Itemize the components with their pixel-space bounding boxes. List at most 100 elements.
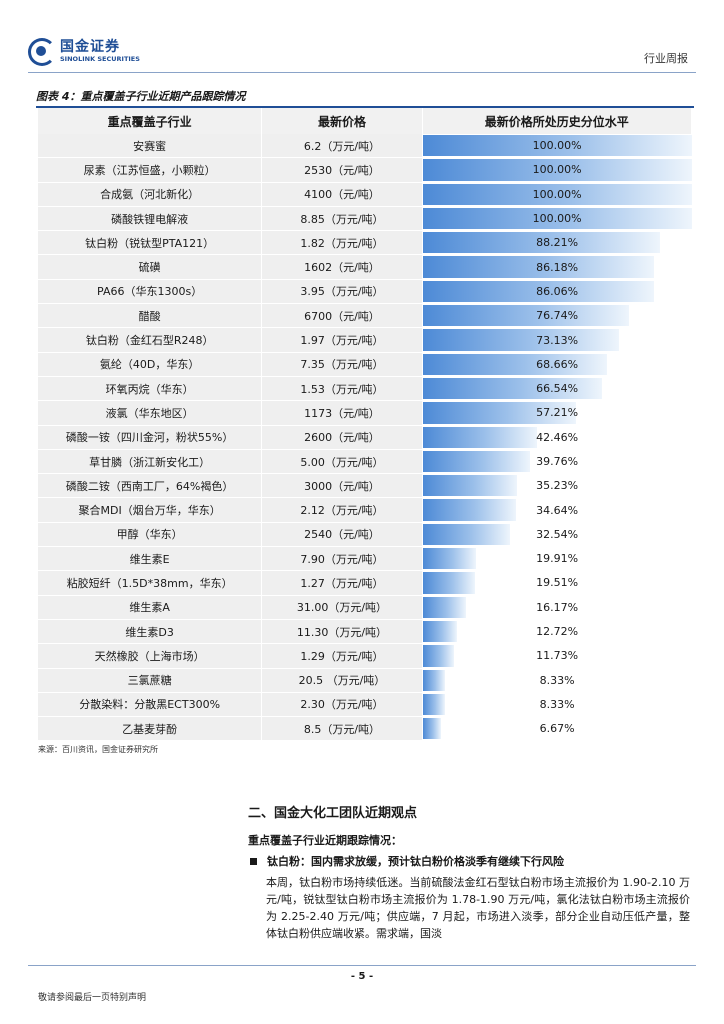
percentile-bar — [422, 718, 441, 740]
bullet-heading: 钛白粉：国内需求放缓，预计钛白粉价格淡季有继续下行风险 — [250, 853, 564, 869]
percentile-bar — [422, 183, 692, 205]
percentile-bar — [422, 159, 692, 181]
percentile-bar — [422, 207, 692, 230]
cell-price: 1.53（万元/吨） — [261, 376, 423, 402]
cell-percentile: 86.18% — [422, 254, 692, 280]
percentile-value: 19.51% — [536, 576, 579, 590]
table-row: 粘胶短纤（1.5D*38mm，华东） 1.27（万元/吨） 19.51% — [38, 570, 692, 596]
column-header-industry: 重点覆盖子行业 — [38, 108, 263, 134]
figure-caption: 图表 4：重点覆盖子行业近期产品跟踪情况 — [36, 90, 246, 103]
cell-industry: 液氯（华东地区） — [38, 400, 263, 426]
table-body: 安赛蜜 6.2（万元/吨） 100.00% 尿素（江苏恒盛，小颗粒） 2530（元/吨）… — [38, 134, 692, 742]
table-row: 安赛蜜 6.2（万元/吨） 100.00% — [38, 134, 692, 159]
cell-percentile: 34.64% — [422, 497, 692, 523]
table-row: 尿素（江苏恒盛，小颗粒） 2530（元/吨） 100.00% — [38, 157, 692, 183]
cell-percentile: 68.66% — [422, 352, 692, 377]
percentile-value: 68.66% — [536, 357, 579, 371]
tracking-table: 重点覆盖子行业 最新价格 最新价格所处历史分位水平 安赛蜜 6.2（万元/吨） 10… — [38, 108, 693, 742]
cell-percentile: 76.74% — [422, 303, 692, 329]
cell-percentile: 88.21% — [422, 230, 692, 256]
table-row: 硫磺 1602（元/吨） 86.18% — [38, 254, 692, 280]
cell-percentile: 8.33% — [422, 692, 692, 718]
table-top-divider — [36, 106, 694, 108]
cell-percentile: 19.91% — [422, 546, 692, 572]
percentile-value: 8.33% — [539, 673, 575, 687]
percentile-bar — [422, 329, 620, 351]
cell-percentile: 66.54% — [422, 376, 692, 402]
cell-industry: 钛白粉（锐钛型PTA121） — [38, 230, 263, 256]
percentile-value: 34.64% — [536, 503, 579, 517]
cell-industry: 甲醇（华东） — [38, 522, 263, 548]
table-row: PA66（华东1300s） 3.95（万元/吨） 86.06% — [38, 279, 692, 305]
percentile-value: 100.00% — [532, 139, 582, 153]
percentile-value: 39.76% — [536, 455, 579, 468]
table-row: 甲醇（华东） 2540（元/吨） 32.54% — [38, 522, 692, 548]
logo-icon — [28, 38, 56, 66]
cell-percentile: 57.21% — [422, 400, 692, 426]
cell-industry: 维生素E — [38, 546, 263, 572]
page-header: 国金证券 SINOLINK SECURITIES 行业周报 — [28, 34, 696, 74]
cell-industry: 磷酸铁锂电解液 — [38, 206, 263, 232]
table-row: 磷酸铁锂电解液 8.85（万元/吨） 100.00% — [38, 206, 692, 232]
percentile-bar — [422, 426, 537, 448]
cell-industry: 乙基麦芽酚 — [38, 716, 263, 742]
table-row: 磷酸二铵（西南工厂，64%褐色） 3000（元/吨） 35.23% — [38, 473, 692, 499]
percentile-value: 76.74% — [536, 309, 579, 323]
page-number: - 5 - — [350, 971, 374, 982]
logo-cn-text: 国金证券 — [60, 39, 120, 55]
table-row: 维生素E 7.90（万元/吨） 19.91% — [38, 546, 692, 572]
logo-en-text: SINOLINK SECURITIES — [60, 55, 140, 63]
percentile-bar — [422, 450, 530, 473]
column-header-price: 最新价格 — [261, 108, 423, 134]
table-row: 氨纶（40D，华东） 7.35（万元/吨） 68.66% — [38, 352, 692, 377]
cell-percentile: 8.33% — [422, 668, 692, 693]
cell-price: 6.2（万元/吨） — [261, 134, 423, 159]
square-bullet-icon — [250, 857, 257, 865]
cell-industry: 粘胶短纤（1.5D*38mm，华东） — [38, 570, 263, 596]
company-logo: 国金证券 SINOLINK SECURITIES — [28, 38, 140, 66]
cell-percentile: 39.76% — [422, 449, 692, 475]
bullet-heading-text: 钛白粉：国内需求放缓，预计钛白粉价格淡季有继续下行风险 — [267, 855, 564, 868]
cell-price: 11.30（万元/吨） — [261, 619, 423, 645]
percentile-value: 66.54% — [536, 382, 579, 396]
table-row: 维生素A 31.00（万元/吨） 16.17% — [38, 595, 692, 620]
percentile-bar — [422, 402, 577, 424]
cell-percentile: 19.51% — [422, 570, 692, 596]
percentile-bar — [422, 135, 692, 157]
table-row: 天然橡胶（上海市场） 1.29（万元/吨） 11.73% — [38, 643, 692, 669]
percentile-bar — [422, 305, 629, 327]
percentile-bar — [422, 232, 660, 254]
cell-industry: 草甘膦（浙江新安化工） — [38, 449, 263, 475]
percentile-value: 86.18% — [536, 260, 579, 274]
percentile-value: 6.67% — [539, 722, 575, 736]
cell-industry: 钛白粉（金红石型R248） — [38, 327, 263, 353]
percentile-bar — [422, 280, 655, 303]
cell-industry: 合成氨（河北新化） — [38, 182, 263, 207]
cell-price: 8.85（万元/吨） — [261, 206, 423, 232]
percentile-value: 100.00% — [532, 212, 582, 226]
cell-price: 1.29（万元/吨） — [261, 643, 423, 669]
percentile-bar — [422, 548, 477, 570]
cell-industry: 三氯蔗糖 — [38, 668, 263, 693]
body-paragraph: 本周，钛白粉市场持续低迷。当前硫酸法金红石型钛白粉市场主流报价为 1.90-2.… — [266, 876, 690, 940]
cell-industry: PA66（华东1300s） — [38, 279, 263, 305]
cell-percentile: 42.46% — [422, 425, 692, 450]
percentile-value: 8.33% — [539, 697, 575, 711]
table-row: 三氯蔗糖 20.5 （万元/吨） 8.33% — [38, 668, 692, 693]
percentile-value: 35.23% — [536, 479, 579, 493]
table-row: 钛白粉（金红石型R248） 1.97（万元/吨） 73.13% — [38, 327, 692, 353]
column-header-percentile: 最新价格所处历史分位水平 — [422, 108, 693, 134]
table-row: 醋酸 6700（元/吨） 76.74% — [38, 303, 692, 329]
cell-price: 1.82（万元/吨） — [261, 230, 423, 256]
percentile-bar — [422, 377, 602, 400]
table-row: 聚合MDI（烟台万华，华东） 2.12（万元/吨） 34.64% — [38, 497, 692, 523]
percentile-value: 32.54% — [536, 527, 579, 541]
percentile-bar — [422, 475, 518, 497]
cell-industry: 安赛蜜 — [38, 134, 263, 159]
cell-price: 2530（元/吨） — [261, 157, 423, 183]
percentile-value: 100.00% — [532, 163, 582, 177]
disclaimer-note: 敬请参阅最后一页特别声明 — [38, 993, 147, 1003]
percentile-value: 57.21% — [536, 406, 579, 420]
percentile-value: 42.46% — [536, 430, 579, 444]
cell-price: 1.97（万元/吨） — [261, 327, 423, 353]
